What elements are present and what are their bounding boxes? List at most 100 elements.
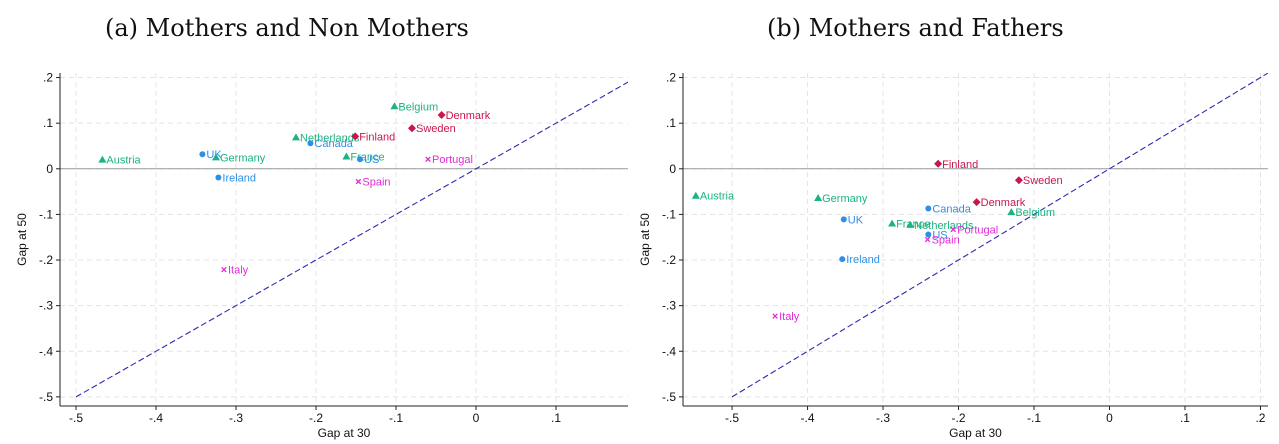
panel-a-plot: -.5 -.4 -.3 -.2 -.1 0 .1 -.5 -.4 -.3 -.2 -.1 0 .1 .2 Ga…: [15, 71, 628, 440]
panel-a-y-tick-label: .2: [43, 71, 53, 85]
panel-b-label-canada: Canada: [932, 203, 971, 215]
panel-b-label-netherlands: Netherlands: [914, 220, 974, 232]
panel-b-label-denmark: Denmark: [981, 197, 1026, 209]
panel-a-label-italy: Italy: [228, 265, 249, 277]
panel-b-y-tick-label: -.5: [662, 390, 676, 404]
panel-a-label-us: US: [364, 154, 379, 166]
panel-a-point-us: [357, 156, 363, 163]
panel-b-point-uk: [840, 216, 847, 223]
panel-a-x-tick-label: -.3: [229, 411, 243, 425]
panel-a-y-tick-label: -.5: [39, 390, 53, 404]
panel-a-title: (a) Mothers and Non Mothers: [105, 14, 469, 42]
panel-a-x-tick-label: -.5: [69, 411, 83, 425]
panel-b-diagonal-line: [731, 73, 1268, 398]
panel-b-x-axis-title: Gap at 30: [949, 426, 1002, 440]
panel-b-label-sweden: Sweden: [1023, 175, 1063, 187]
panel-a-x-tick-label: .1: [551, 411, 561, 425]
panel-a-label-canada: Canada: [314, 138, 353, 150]
panel-a-label-denmark: Denmark: [446, 110, 491, 122]
panel-a-point-uk: [199, 151, 206, 158]
panel-b-label-ireland: Ireland: [846, 254, 880, 266]
panel-b-y-tick-label: -.4: [662, 344, 676, 358]
panel-a-label-spain: Spain: [362, 177, 390, 189]
panel-a-y-tick-label: -.2: [39, 253, 53, 267]
panel-b-point-portugal: [950, 226, 956, 233]
panel-a-point-canada: [307, 140, 314, 147]
panel-b-point-us: [925, 231, 932, 238]
panel-b-x-tick-label: -.5: [725, 411, 739, 425]
panel-a-point-belgium: [390, 102, 399, 110]
panel-a-point-france: [342, 152, 351, 160]
panel-b-label-portugal: Portugal: [957, 224, 998, 236]
panel-a-point-austria: [98, 155, 107, 163]
panel-b-x-tick-label: .1: [1180, 411, 1190, 425]
panel-b-title: (b) Mothers and Fathers: [767, 14, 1064, 42]
panel-b-y-tick-label: 0: [669, 162, 676, 176]
panel-b-point-italy: [772, 313, 778, 319]
panel-a-label-ireland: Ireland: [222, 172, 256, 184]
panel-a-label-portugal: Portugal: [432, 154, 473, 166]
panel-b-point-france: [888, 219, 897, 227]
panel-b-x-tick-label: -.2: [952, 411, 966, 425]
panel-a-label-austria: Austria: [106, 155, 141, 167]
panel-a-y-tick-label: 0: [46, 162, 53, 176]
panel-b-point-canada: [925, 205, 932, 212]
panel-b-point-austria: [691, 191, 700, 199]
panel-b-label-belgium: Belgium: [1015, 207, 1055, 219]
panel-b-label-uk: UK: [848, 214, 864, 226]
panel-b-label-austria: Austria: [700, 191, 735, 203]
panel-b-y-tick-label: .2: [666, 71, 676, 85]
panel-a-x-tick-label: -.1: [389, 411, 403, 425]
panel-a-y-tick-label: -.4: [39, 344, 53, 358]
panel-b-label-italy: Italy: [779, 311, 800, 323]
panel-b-x-tick-label: 0: [1106, 411, 1113, 425]
panel-b-y-axis-title: Gap at 50: [638, 213, 652, 266]
panel-b-label-france: France: [896, 219, 930, 231]
panel-b-label-us: US: [932, 229, 947, 241]
panel-a-x-tick-label: -.2: [309, 411, 323, 425]
panel-a-label-belgium: Belgium: [398, 101, 438, 113]
panel-b-point-finland: [934, 159, 943, 168]
panel-a-label-finland: Finland: [359, 131, 395, 143]
panel-b-point-netherlands: [906, 220, 915, 228]
panel-b-y-tick-label: .1: [666, 116, 676, 130]
panel-b-x-tick-label: -.4: [801, 411, 815, 425]
panel-a-diagonal-line: [75, 81, 628, 398]
panel-b-x-tick-label: -.1: [1027, 411, 1041, 425]
panel-a-x-axis-title: Gap at 30: [318, 426, 371, 440]
panel-b-label-finland: Finland: [942, 159, 978, 171]
panel-a-y-tick-label: .1: [43, 116, 53, 130]
panel-b-y-tick-label: -.2: [662, 253, 676, 267]
panel-a-label-netherlands: Netherlands: [300, 132, 360, 144]
panel-b-label-spain: Spain: [932, 235, 960, 247]
panel-a-point-portugal: [425, 156, 431, 162]
panel-b-y-tick-label: -.3: [662, 299, 676, 313]
panel-a-x-tick-label: 0: [473, 411, 480, 425]
panel-b-x-tick-label: .2: [1255, 411, 1265, 425]
panel-a-point-sweden: [408, 124, 416, 133]
panel-b-point-germany: [814, 193, 823, 201]
panel-b-point-ireland: [839, 256, 846, 263]
panel-a-y-axis-title: Gap at 50: [15, 213, 29, 266]
panel-a-point-finland: [351, 132, 360, 141]
panel-a-point-spain: [355, 178, 362, 185]
panel-a-label-germany: Germany: [220, 152, 266, 164]
panel-a-point-netherlands: [292, 133, 300, 141]
panel-a-y-tick-label: -.1: [39, 207, 53, 221]
panel-b-x-tick-label: -.3: [876, 411, 890, 425]
panel-b-y-tick-label: -.1: [662, 207, 676, 221]
panel-a-y-tick-label: -.3: [39, 299, 53, 313]
panel-a-point-germany: [212, 153, 220, 161]
panel-a-label-uk: UK: [206, 149, 222, 161]
panel-b-label-germany: Germany: [822, 193, 868, 205]
panel-b-point-denmark: [972, 198, 981, 207]
panel-a-x-tick-label: -.4: [149, 411, 163, 425]
panel-b-point-belgium: [1007, 208, 1016, 216]
panel-a-point-ireland: [215, 174, 222, 181]
panel-b-plot: -.5 -.4 -.3 -.2 -.1 0 .1 .2 -.5 -.4 -.3 -.2 -.1 0 .1 .2…: [638, 71, 1268, 440]
panel-a-point-denmark: [437, 110, 446, 119]
panel-b-point-sweden: [1014, 176, 1023, 185]
panel-b-point-spain: [924, 236, 931, 243]
panel-a-point-italy: [221, 266, 227, 273]
